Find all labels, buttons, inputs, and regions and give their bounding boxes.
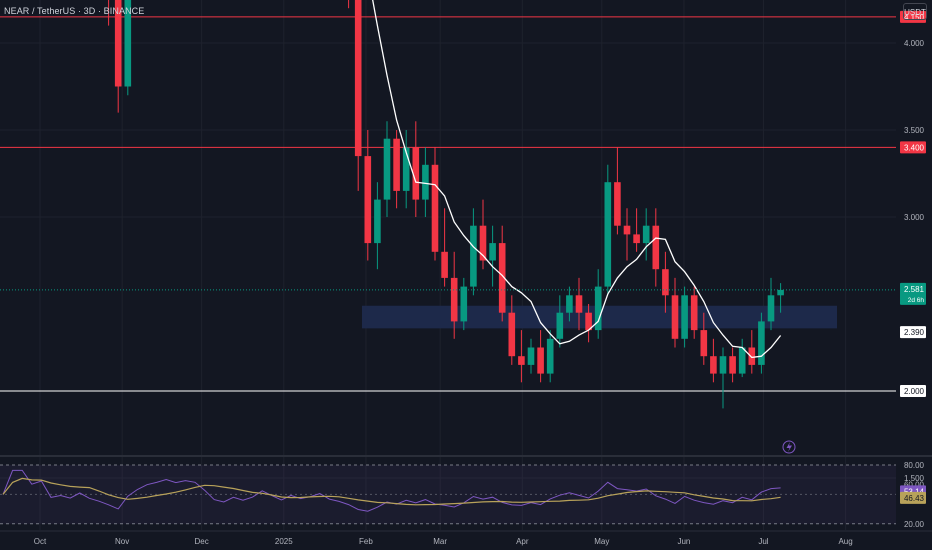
candle-body xyxy=(614,182,621,226)
time-tick-label: Mar xyxy=(433,537,447,546)
candle-body xyxy=(585,312,592,331)
price-tick-label: 3.000 xyxy=(904,213,925,222)
level-price-tag xyxy=(900,141,926,154)
time-axis-bg[interactable] xyxy=(0,531,932,550)
price-axis-bg[interactable] xyxy=(896,0,932,530)
candle-body xyxy=(748,347,756,365)
candle-body xyxy=(681,295,688,339)
candle-body xyxy=(479,225,487,261)
candle-body xyxy=(422,164,429,200)
candle-body xyxy=(719,356,727,374)
time-axis[interactable]: Oct Nov Dec 2025 Feb Mar Apr May Jun Jul Aug xyxy=(0,530,932,550)
ma-price-label: 2.390 xyxy=(904,328,925,337)
bar-countdown-label: 2d 6h xyxy=(908,297,925,304)
moving-average xyxy=(372,0,782,359)
candle-body xyxy=(450,277,458,322)
ma-line xyxy=(372,0,782,359)
candle-body xyxy=(354,0,362,157)
price-tick-label: 1.500 xyxy=(904,474,925,483)
candle-body xyxy=(431,164,439,252)
level-price-label: 4.150 xyxy=(904,13,925,22)
time-tick-label: Dec xyxy=(195,537,209,546)
rsi-tick-label: 60.00 xyxy=(904,481,925,490)
candle-body xyxy=(470,225,477,287)
level-price-label: 2.000 xyxy=(904,387,925,396)
candle-body xyxy=(671,295,679,339)
candle-body xyxy=(690,295,698,331)
horizontal-levels[interactable] xyxy=(0,0,896,392)
rsi-ma-label: 46.43 xyxy=(904,494,925,503)
candle-body xyxy=(594,286,602,331)
candle-body xyxy=(738,347,746,374)
currency-button[interactable]: USDT xyxy=(903,3,927,20)
candle-body xyxy=(460,286,468,322)
candle-body xyxy=(527,347,535,365)
last-price-label: 2.581 xyxy=(904,285,925,294)
time-tick-label: Jul xyxy=(758,537,768,546)
candle-body xyxy=(700,330,708,357)
candle-body xyxy=(508,312,516,357)
candle-body xyxy=(412,147,420,200)
candle-body xyxy=(518,356,525,365)
candle-body xyxy=(393,138,400,191)
rsi-value-label: 53.14 xyxy=(904,487,925,496)
candle-body xyxy=(124,0,132,87)
candle-body xyxy=(633,234,640,244)
lightning-icon[interactable] xyxy=(782,440,796,454)
time-tick-label: Nov xyxy=(115,537,129,546)
candle-body xyxy=(575,295,583,313)
candles xyxy=(108,0,784,409)
rsi-ma-line xyxy=(2,477,781,506)
time-tick-label: Jun xyxy=(677,537,690,546)
lightning-glyph xyxy=(786,442,792,452)
candle-body xyxy=(498,243,506,313)
grid xyxy=(0,0,896,530)
rsi-ma-tag xyxy=(900,491,926,504)
candle-body xyxy=(662,269,669,296)
candle-body xyxy=(758,321,765,365)
time-tick-label: May xyxy=(594,537,609,546)
price-axis[interactable]: 6.0005.5005.0004.5004.0003.5003.0001.500… xyxy=(0,0,932,530)
time-tick-label: Apr xyxy=(516,537,529,546)
rsi-tick-label: 80.00 xyxy=(904,461,925,470)
candle-body xyxy=(566,295,573,313)
candle-body xyxy=(537,347,544,374)
symbol-title[interactable]: NEAR / TetherUS · 3D · BINANCE xyxy=(4,6,145,16)
candle-body xyxy=(767,295,775,322)
last-price-tag xyxy=(900,282,926,305)
candle-body xyxy=(729,356,736,374)
misc-overlays xyxy=(0,440,932,457)
candle-body xyxy=(402,147,410,191)
candle-body xyxy=(642,225,650,244)
candle-body xyxy=(777,289,784,296)
candle-body xyxy=(441,251,448,278)
candle-body xyxy=(710,356,717,374)
level-price-tag xyxy=(900,385,926,397)
candle-body xyxy=(364,156,372,244)
price-tick-label: 4.000 xyxy=(904,39,925,48)
candle-body xyxy=(546,338,554,374)
candle-body xyxy=(623,225,631,235)
time-tick-label: 2025 xyxy=(275,537,293,546)
candle-body xyxy=(374,199,381,244)
time-tick-label: Aug xyxy=(838,537,852,546)
rsi-pane xyxy=(0,464,896,525)
time-tick-label: Oct xyxy=(34,537,47,546)
ma-price-tag xyxy=(900,326,926,339)
candle-body xyxy=(383,138,391,200)
candle-body xyxy=(489,243,496,261)
candle-body xyxy=(114,0,122,87)
candle-body xyxy=(652,225,660,270)
candle-body xyxy=(556,312,564,339)
time-tick-label: Feb xyxy=(359,537,373,546)
candle-body xyxy=(604,182,612,287)
price-tick-label: 3.500 xyxy=(904,126,925,135)
level-price-label: 3.400 xyxy=(904,143,925,152)
rsi-tick-label: 20.00 xyxy=(904,520,925,529)
